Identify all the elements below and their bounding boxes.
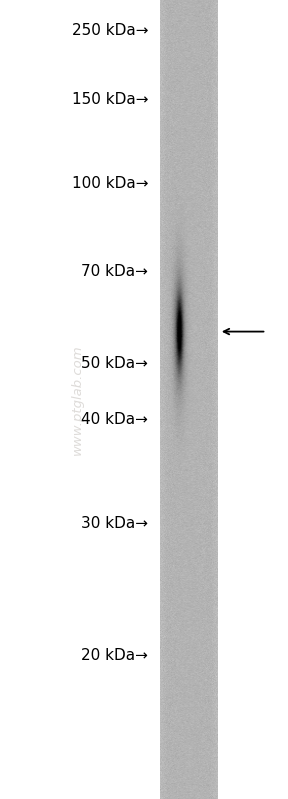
- Text: 150 kDa→: 150 kDa→: [72, 93, 148, 107]
- Text: 40 kDa→: 40 kDa→: [82, 412, 148, 427]
- Text: 20 kDa→: 20 kDa→: [82, 648, 148, 662]
- Text: 50 kDa→: 50 kDa→: [82, 356, 148, 371]
- Text: 250 kDa→: 250 kDa→: [72, 23, 148, 38]
- Text: 30 kDa→: 30 kDa→: [81, 516, 148, 531]
- Text: www.ptglab.com: www.ptglab.com: [71, 344, 84, 455]
- Text: 70 kDa→: 70 kDa→: [82, 264, 148, 279]
- Text: 100 kDa→: 100 kDa→: [72, 177, 148, 191]
